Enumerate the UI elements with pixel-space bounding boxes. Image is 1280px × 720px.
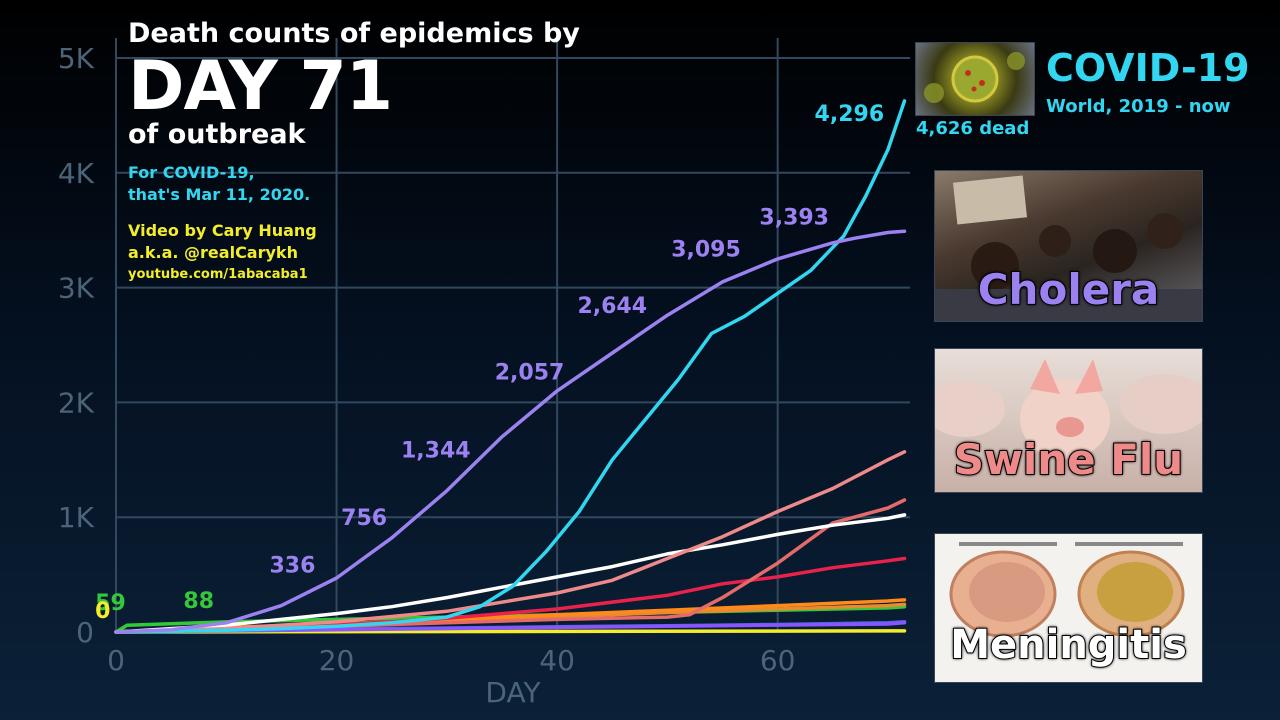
credit-block: Video by Cary Huang a.k.a. @realCarykh y… (128, 220, 548, 286)
x-tick-label: 0 (107, 644, 125, 677)
data-label: 59 (95, 591, 126, 616)
y-tick-label: 1K (58, 501, 95, 534)
meningitis-line (114, 513, 907, 634)
title-block: Death counts of epidemics by DAY 71 of o… (128, 18, 580, 286)
swine-flu-line (114, 450, 907, 634)
cholera-panel: Cholera (934, 170, 1203, 322)
data-label: 1,344 (401, 439, 471, 464)
data-label: 3,393 (759, 205, 829, 230)
covid-title: COVID-19 (1046, 46, 1250, 90)
data-label: 0 (95, 599, 110, 624)
data-label: 756 (341, 506, 387, 531)
credit-url: youtube.com/1abacaba1 (128, 267, 308, 282)
covid-death-count: 4,626 dead (916, 118, 1030, 139)
title-line-3: of outbreak (128, 119, 306, 150)
data-label: 3,095 (671, 238, 741, 263)
date-note-line-2: that's Mar 11, 2020. (128, 185, 311, 204)
y-tick-label: 4K (58, 157, 95, 190)
data-label: 2,057 (495, 360, 565, 385)
crowd-image (935, 175, 1202, 321)
data-label: 336 (269, 553, 315, 578)
swine-flu-panel: Swine Flu (934, 348, 1203, 493)
credit-line-1: Video by Cary Huang (128, 221, 317, 240)
day-counter: DAY 71 (128, 47, 393, 126)
meningitis-panel: Meningitis (934, 533, 1203, 683)
covid-subtitle: World, 2019 - now (1046, 96, 1231, 117)
brain-diagram-image (949, 542, 1185, 638)
x-tick-label: 20 (319, 644, 355, 677)
panel-label-swine-flu: Swine Flu (953, 434, 1184, 485)
date-note-line-1: For COVID-19, (128, 163, 255, 182)
covid-image (915, 42, 1035, 116)
covid-19-line (114, 99, 907, 634)
credit-line-2: a.k.a. @realCarykh (128, 243, 298, 262)
panel-label-meningitis: Meningitis (949, 621, 1188, 669)
data-label: 4,296 (815, 102, 885, 127)
y-tick-label: 0 (76, 616, 94, 649)
pig-image (935, 359, 1202, 459)
cholera-line (114, 229, 907, 634)
virus-icon (924, 52, 1025, 103)
x-axis-label: DAY (485, 676, 541, 709)
panel-label-cholera: Cholera (977, 264, 1161, 315)
x-tick-label: 40 (539, 644, 575, 677)
x-tick-label: 60 (760, 644, 796, 677)
title-line-1: Death counts of epidemics by (128, 18, 580, 49)
y-tick-label: 3K (58, 272, 95, 305)
date-note: For COVID-19, that's Mar 11, 2020. (128, 162, 548, 206)
y-tick-label: 2K (58, 386, 95, 419)
y-tick-label: 5K (58, 42, 95, 75)
data-label: 2,644 (577, 294, 647, 319)
data-label: 88 (183, 589, 214, 614)
